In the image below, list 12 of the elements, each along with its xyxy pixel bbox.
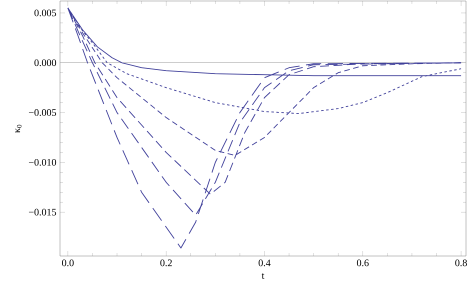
- x-axis-title: t: [262, 273, 264, 279]
- y-axis-title: κ$_{0}$: [15, 124, 22, 133]
- y-tick-label: −0.010: [28, 158, 56, 166]
- x-tick-label: 0.8: [455, 260, 467, 266]
- x-tick-label: 0.2: [160, 260, 172, 266]
- x-tick-label: 0.0: [62, 260, 74, 266]
- x-tick-label: 0.4: [258, 260, 271, 266]
- y-tick-label: 0.000: [34, 59, 56, 66]
- y-tick-label: −0.015: [28, 208, 56, 216]
- y-tick-label: 0.005: [34, 10, 56, 16]
- x-tick-label: 0.6: [356, 260, 369, 266]
- y-tick-label: −0.005: [28, 109, 56, 116]
